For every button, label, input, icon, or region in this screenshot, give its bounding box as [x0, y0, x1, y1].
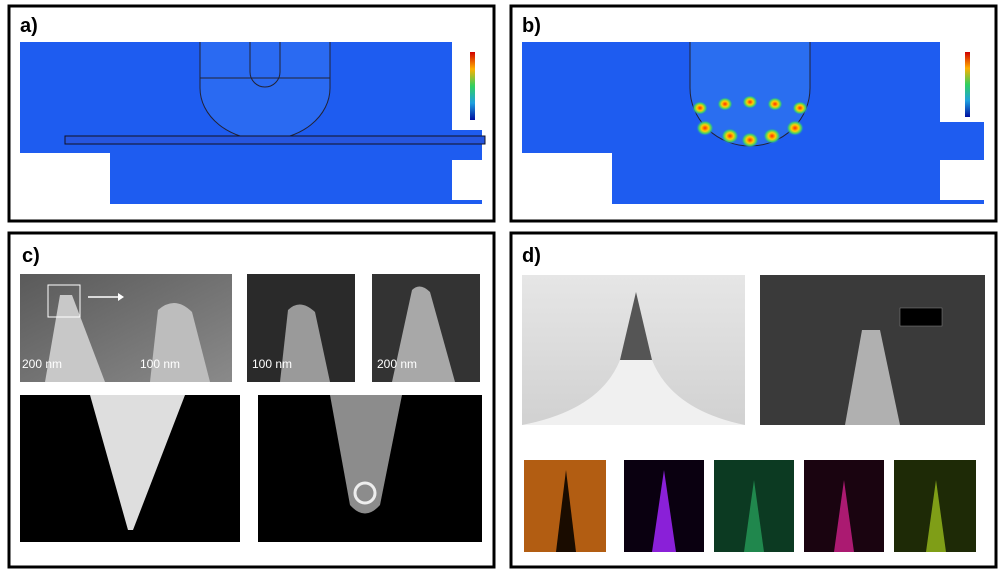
panel-a: a) — [9, 6, 494, 221]
scale-bar-label: 200 nm — [377, 357, 417, 371]
colorbar-box — [452, 42, 482, 130]
figure: a) b) 200 nm 100 nm 100 nm — [0, 0, 1005, 572]
scale-bar-label: 100 nm — [140, 357, 180, 371]
info-box — [522, 153, 612, 205]
colorbar — [470, 52, 475, 120]
panel-label: c) — [22, 245, 40, 267]
axes-box — [940, 160, 984, 200]
info-bar — [760, 425, 985, 440]
axes-box — [452, 160, 482, 200]
info-bar — [258, 542, 482, 562]
info-bar — [20, 542, 240, 562]
colorbar-box — [940, 42, 984, 122]
tip-outline — [200, 42, 330, 140]
substrate — [65, 136, 485, 144]
panel-c: 200 nm 100 nm 100 nm 200 nm c) — [9, 233, 494, 567]
panel-b: b) — [511, 6, 996, 221]
scale-bar-label: 100 nm — [252, 357, 292, 371]
panel-label: b) — [522, 15, 541, 37]
colorbar — [965, 52, 970, 117]
scale-bar-label: 200 nm — [22, 357, 62, 371]
inset-box — [900, 308, 942, 326]
panel-label: a) — [20, 15, 38, 37]
info-box — [20, 153, 110, 205]
info-bar — [522, 425, 745, 440]
panel-d: d) — [511, 233, 996, 567]
panel-label: d) — [522, 245, 541, 267]
